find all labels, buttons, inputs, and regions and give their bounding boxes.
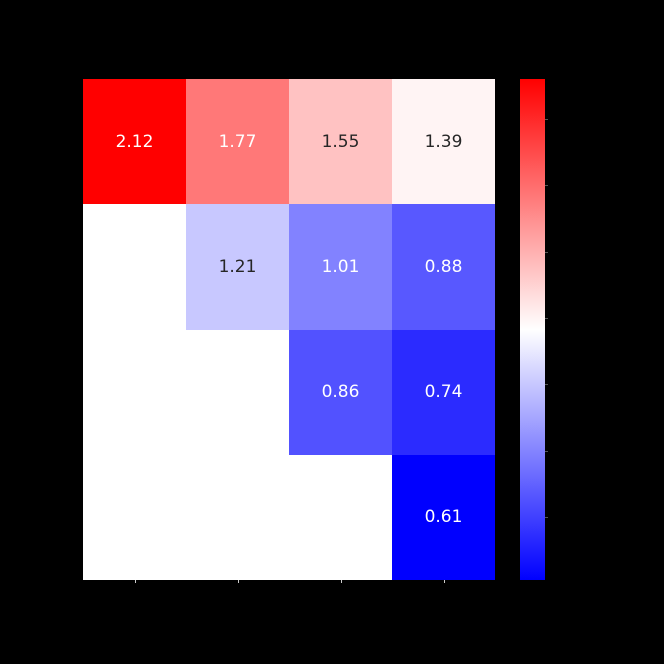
x-axis-tick bbox=[237, 580, 239, 583]
heatmap-cell: 0.74 bbox=[392, 329, 495, 455]
heatmap-cell: 1.01 bbox=[289, 204, 392, 330]
colorbar-tick bbox=[545, 450, 548, 452]
heatmap-cell: 1.39 bbox=[392, 79, 495, 205]
heatmap-cell: 2.12 bbox=[83, 79, 186, 205]
x-axis-tick bbox=[134, 580, 136, 583]
colorbar-tick bbox=[545, 251, 548, 253]
colorbar-tick bbox=[545, 516, 548, 518]
heatmap-cell: 1.21 bbox=[186, 204, 289, 330]
colorbar-tick bbox=[545, 317, 548, 319]
heatmap-plot-area: 2.12 1.77 1.55 1.39 1.21 1.01 0.88 0.86 0.74 0.61 bbox=[83, 79, 495, 583]
x-axis-tick bbox=[443, 580, 445, 583]
colorbar bbox=[520, 79, 548, 580]
heatmap-cell: 1.55 bbox=[289, 79, 392, 205]
colorbar-tick bbox=[545, 185, 548, 187]
heatmap-cell: 0.61 bbox=[392, 454, 495, 580]
colorbar-tick bbox=[545, 118, 548, 120]
colorbar-tick bbox=[545, 384, 548, 386]
heatmap-cell: 1.77 bbox=[186, 79, 289, 205]
x-axis-tick bbox=[340, 580, 342, 583]
heatmap-cell: 0.88 bbox=[392, 204, 495, 330]
heatmap-cell: 0.86 bbox=[289, 329, 392, 455]
